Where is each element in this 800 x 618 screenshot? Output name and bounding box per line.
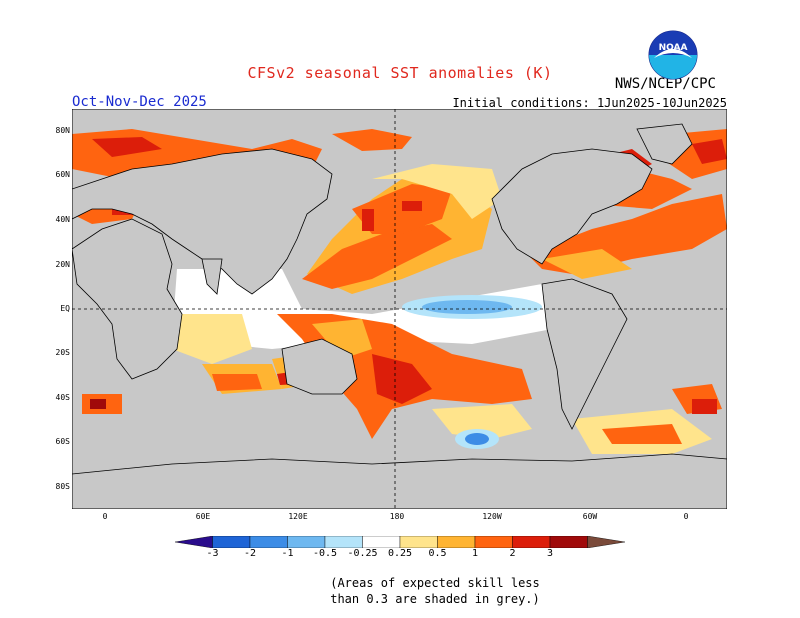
colorbar-label: 2	[509, 548, 516, 559]
colorbar-label: -2	[243, 548, 257, 559]
colorbar-label: 1	[471, 548, 479, 559]
sst-anomaly-map	[72, 109, 727, 509]
colorbar-swatch	[324, 536, 363, 548]
lat-label: 80S	[55, 482, 70, 491]
lon-label: 60W	[582, 512, 598, 521]
colorbar-swatch	[437, 536, 476, 548]
colorbar-label: -0.25	[347, 548, 378, 559]
lat-label: 80N	[55, 126, 70, 135]
colorbar-label: 0.5	[428, 548, 447, 559]
colorbar-label: -0.5	[312, 548, 338, 559]
colorbar-swatch	[287, 536, 326, 548]
colorbar-swatch	[587, 536, 625, 548]
colorbar	[175, 536, 625, 548]
lon-label: 0	[102, 512, 108, 521]
lon-label: 180	[389, 512, 405, 521]
colorbar-swatch	[474, 536, 513, 548]
noaa-logo-icon: NOAA	[648, 30, 698, 80]
noaa-logo-text: NOAA	[659, 43, 688, 53]
initial-conditions-label: Initial conditions: 1Jun2025-10Jun2025	[452, 96, 727, 110]
colorbar-swatch	[399, 536, 438, 548]
lat-label: 20N	[55, 260, 70, 269]
lat-label: 60N	[55, 170, 70, 179]
land-masses	[72, 123, 727, 509]
lat-label: 20S	[55, 348, 70, 357]
colorbar-swatch	[212, 536, 251, 548]
colorbar-label: -1	[281, 548, 294, 559]
chart-title: CFSv2 seasonal SST anomalies (K)	[247, 64, 553, 82]
season-label: Oct-Nov-Dec 2025	[72, 94, 207, 110]
lat-label: 40N	[55, 215, 70, 224]
colorbar-swatch	[549, 536, 588, 548]
lon-label: 120E	[288, 512, 308, 521]
colorbar-swatch	[512, 536, 551, 548]
colorbar-swatch	[175, 536, 213, 548]
colorbar-swatch	[362, 536, 401, 548]
skill-note-line-2: than 0.3 are shaded in grey.)	[330, 592, 540, 606]
lat-label: 60S	[55, 437, 70, 446]
lon-label: 120W	[482, 512, 502, 521]
colorbar-swatch	[249, 536, 288, 548]
skill-note-line-1: (Areas of expected skill less	[330, 576, 540, 590]
colorbar-label: 3	[546, 548, 554, 559]
lon-label: 0	[683, 512, 689, 521]
lon-label: 60E	[195, 512, 211, 521]
colorbar-label: 0.25	[387, 548, 413, 559]
lat-label: 40S	[55, 393, 70, 402]
agency-label: NWS/NCEP/CPC	[614, 76, 716, 92]
lat-label: EQ	[60, 304, 70, 313]
colorbar-label: -3	[206, 548, 219, 559]
